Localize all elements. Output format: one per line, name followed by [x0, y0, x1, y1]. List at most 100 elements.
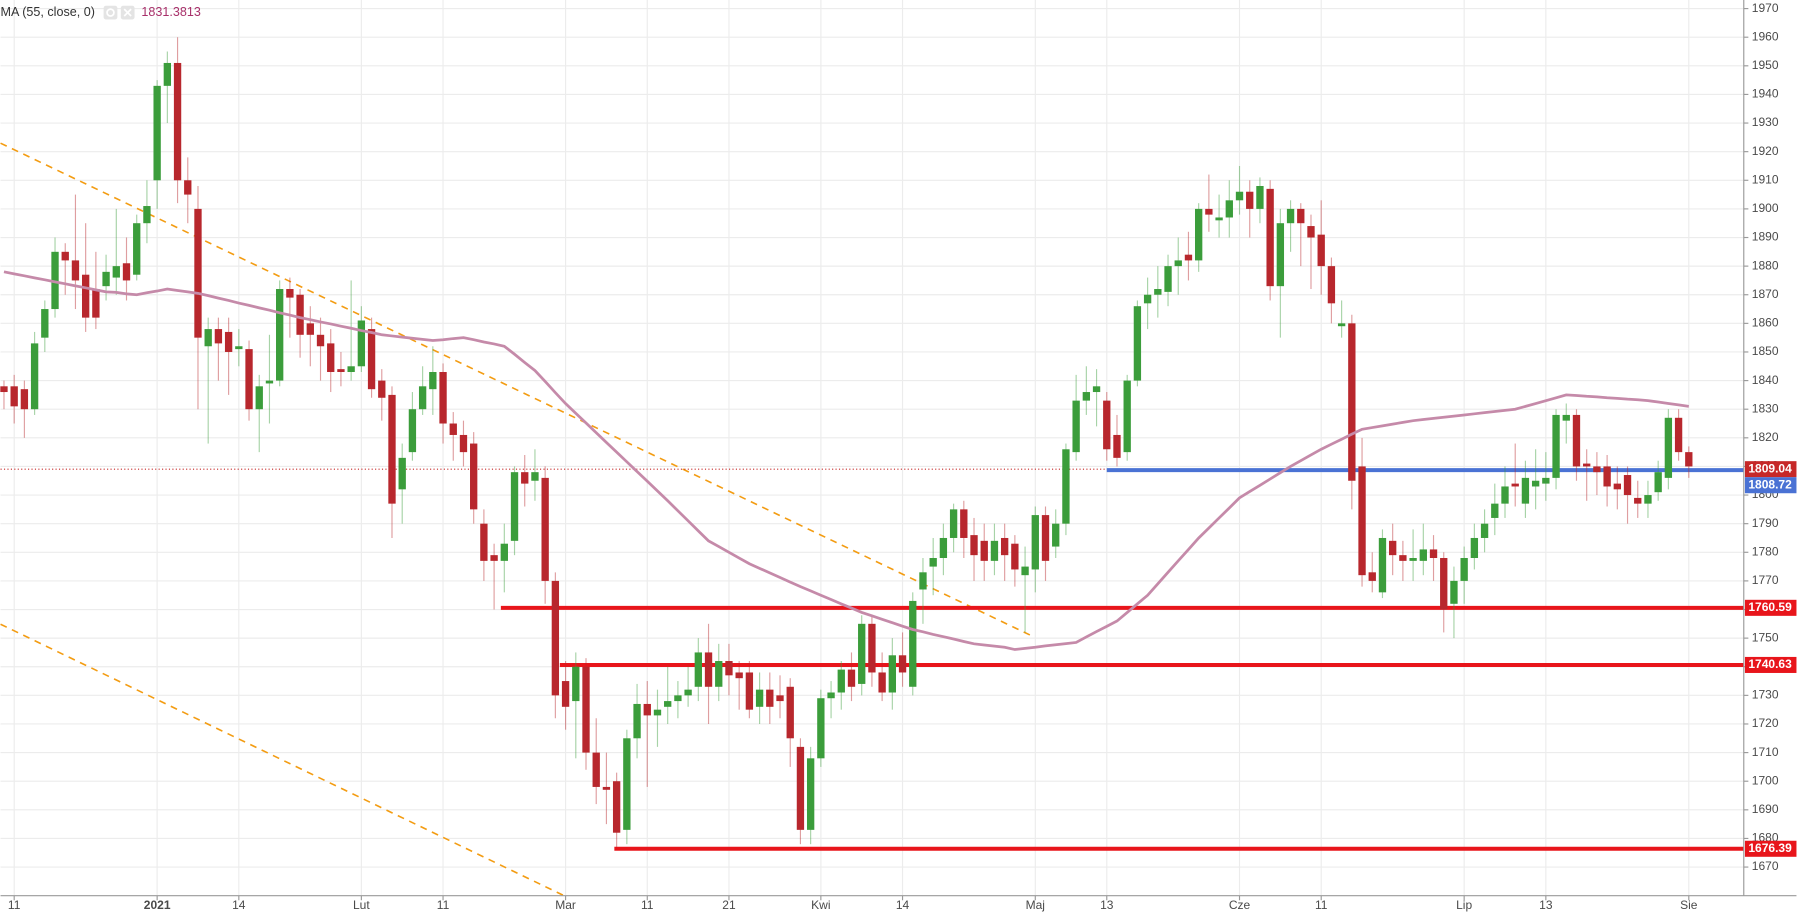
- candle-body: [1327, 266, 1336, 304]
- candle-body: [551, 580, 560, 696]
- candle-body: [1409, 558, 1417, 561]
- candle-body: [929, 558, 937, 567]
- candle-body: [1358, 466, 1366, 576]
- candle-body: [1583, 463, 1591, 467]
- candle-body: [1654, 472, 1662, 493]
- y-tick-label: 1840: [1752, 373, 1779, 387]
- candle-body: [470, 443, 478, 510]
- trend-line: [0, 142, 1032, 637]
- level-label-box: [1744, 840, 1797, 857]
- candle-body: [286, 289, 294, 298]
- candle-body: [664, 701, 672, 707]
- candle-body: [1368, 572, 1376, 581]
- candle-body: [112, 266, 120, 278]
- candle-body: [143, 206, 151, 224]
- candle-body: [1531, 480, 1540, 487]
- candle-body: [510, 472, 519, 541]
- x-tick-label: 21: [722, 898, 736, 912]
- x-tick-label: Maj: [1026, 898, 1045, 912]
- candle-body: [980, 540, 988, 561]
- candle-body: [163, 62, 172, 86]
- candle-body: [296, 294, 304, 335]
- candle-body: [674, 695, 682, 702]
- ma-line: [3, 270, 1689, 651]
- candle-body: [265, 380, 274, 384]
- candle-body: [357, 320, 366, 367]
- y-tick-label: 1710: [1752, 745, 1779, 759]
- candle-body: [173, 62, 182, 181]
- candle-body: [725, 661, 733, 676]
- candle-body: [1348, 323, 1356, 481]
- candle-body: [990, 540, 999, 561]
- y-tick-label: 1950: [1752, 58, 1779, 72]
- candle-body: [1062, 449, 1070, 524]
- axes: 1670168016901700171017201730174017501760…: [8, 1, 1797, 912]
- x-tick-label: Kwi: [811, 898, 830, 912]
- y-tick-label: 1730: [1752, 688, 1779, 702]
- settings-icon[interactable]: [103, 5, 118, 20]
- candle-body: [1164, 266, 1172, 292]
- candle-body: [1235, 191, 1244, 201]
- candle-body: [61, 251, 69, 261]
- candle-body: [1603, 466, 1611, 487]
- candle-body: [184, 180, 192, 195]
- candle-body: [276, 289, 284, 381]
- candle-body: [1317, 234, 1325, 267]
- candle-body: [1664, 417, 1673, 478]
- candle-body: [786, 686, 794, 739]
- candle-body: [122, 263, 131, 281]
- candle-body: [970, 535, 978, 556]
- candle-body: [1184, 254, 1193, 261]
- x-tick-label: Mar: [555, 898, 576, 912]
- candle-body: [1470, 537, 1479, 559]
- candle-body: [1225, 200, 1233, 218]
- x-tick-label: 11: [641, 898, 654, 912]
- candle-body: [388, 394, 396, 504]
- candle-body: [1440, 558, 1448, 610]
- candle-body: [521, 472, 529, 484]
- x-tick-label: 11: [8, 898, 21, 912]
- y-tick-label: 1890: [1752, 230, 1779, 244]
- candle-body: [480, 523, 488, 561]
- candle-body: [367, 329, 376, 390]
- candle-body: [868, 623, 876, 673]
- candle-body: [1491, 503, 1499, 518]
- grid: [0, 0, 1744, 896]
- candle-body: [1246, 191, 1254, 209]
- candle-body: [1378, 537, 1387, 593]
- candle-body: [1337, 323, 1346, 327]
- indicator-legend: MA (55, close, 0) 1831.3813: [1, 5, 201, 20]
- close-icon-cross: [123, 8, 132, 17]
- candle-body: [1195, 208, 1203, 261]
- candle-body: [1052, 523, 1060, 547]
- x-tick-label: Lut: [353, 898, 370, 912]
- candle-body: [30, 343, 39, 410]
- y-tick-label: 1860: [1752, 316, 1779, 330]
- candle-body: [1450, 580, 1458, 604]
- candle-body: [255, 386, 263, 410]
- x-tick-label: 2021: [144, 898, 171, 912]
- y-tick-label: 1780: [1752, 544, 1779, 558]
- x-tick-label: Cze: [1229, 898, 1251, 912]
- candle-body: [1133, 306, 1142, 381]
- candle-body: [796, 746, 805, 830]
- candle-body: [20, 389, 29, 410]
- candle-body: [1419, 549, 1427, 561]
- candle-body: [439, 372, 447, 424]
- candle-body: [694, 652, 702, 687]
- x-tick-label: 13: [1100, 898, 1114, 912]
- candle-body: [623, 738, 631, 830]
- y-tick-label: 1670: [1752, 859, 1779, 873]
- candle-body: [1113, 434, 1121, 458]
- candle-body: [490, 555, 498, 561]
- candle-body: [1215, 217, 1223, 221]
- candle-body: [0, 386, 8, 393]
- candle-body: [337, 369, 345, 373]
- candle-body: [1092, 386, 1101, 393]
- candle-body: [1031, 515, 1039, 570]
- candle-body: [919, 572, 927, 590]
- y-tick-label: 1870: [1752, 287, 1779, 301]
- candle-body: [1021, 566, 1029, 576]
- candle-body: [153, 85, 161, 181]
- candle-body: [10, 386, 18, 407]
